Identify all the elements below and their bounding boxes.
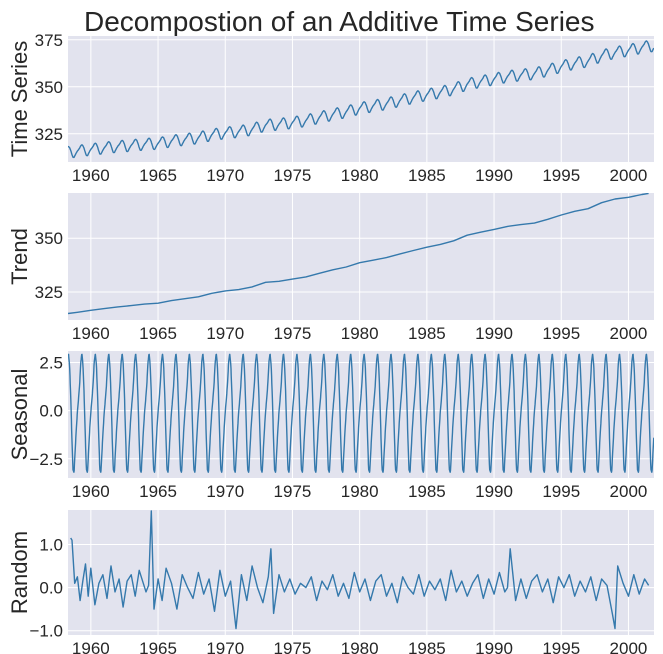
x-tick-label: 1995 [542,482,580,501]
x-tick-label: 1965 [139,482,177,501]
x-tick-label: 1965 [139,639,177,654]
x-tick-label: 2000 [610,482,648,501]
x-tick-label: 1990 [475,482,513,501]
y-tick-label: −1.0 [29,622,63,641]
x-tick-label: 1970 [206,482,244,501]
panel-observed: 1960 1965 1970 1975 1980 1985 1990 1995 2000 325 3… [7,31,654,185]
chart-title: Decompostion of an Additive Time Series [84,6,594,37]
x-tick-label: 1985 [408,166,446,185]
x-tick-label: 2000 [610,166,648,185]
y-axis-label: Trend [7,228,32,285]
x-tick-label: 1980 [341,482,379,501]
series-line-seasonal [68,353,654,473]
y-tick-label: 1.0 [39,535,63,554]
x-tick-label: 1960 [72,166,110,185]
series-line-random [70,510,650,630]
y-tick-label: 2.5 [39,354,63,373]
y-tick-label: 350 [35,78,63,97]
y-axis-label: Random [7,531,32,614]
series-line-observed [68,40,654,159]
y-axis-label: Time Series [7,41,32,158]
series-line-trend [68,193,649,315]
x-tick-label: 1995 [542,639,580,654]
panel-random: 1960 1965 1970 1975 1980 1985 1990 1995 2000 −1.0… [7,510,654,654]
x-tick-label: 1970 [206,166,244,185]
x-tick-label: 2000 [610,639,648,654]
y-tick-label: 325 [35,283,63,302]
x-tick-label: 1980 [341,166,379,185]
x-tick-label: 1960 [72,482,110,501]
y-tick-label: −2.5 [29,450,63,469]
x-tick-label: 1965 [139,166,177,185]
x-tick-label: 1985 [408,482,446,501]
y-tick-label: 0.0 [39,402,63,421]
x-tick-label: 1975 [274,324,312,343]
x-tick-label: 1995 [542,324,580,343]
y-tick-label: 350 [35,229,63,248]
x-tick-label: 1960 [72,639,110,654]
x-tick-label: 1995 [542,166,580,185]
x-tick-label: 1990 [475,639,513,654]
y-tick-label: 325 [35,125,63,144]
x-tick-label: 1970 [206,324,244,343]
x-tick-label: 1980 [341,324,379,343]
y-tick-label: 375 [35,31,63,50]
panel-trend: 1960 1965 1970 1975 1980 1985 1990 1995 2000 325 3… [7,193,654,343]
x-tick-label: 1965 [139,324,177,343]
x-tick-label: 1970 [206,639,244,654]
x-tick-label: 1975 [274,482,312,501]
x-tick-label: 1985 [408,324,446,343]
y-axis-label: Seasonal [7,369,32,461]
y-tick-label: 0.0 [39,579,63,598]
x-tick-label: 1960 [72,324,110,343]
panel-background [68,193,654,320]
panel-background [68,36,654,162]
panel-seasonal: 1960 1965 1970 1975 1980 1985 1990 1995 2000 −2.5… [7,351,654,501]
x-tick-label: 2000 [610,324,648,343]
x-tick-label: 1985 [408,639,446,654]
x-tick-label: 1975 [274,639,312,654]
x-tick-label: 1990 [475,324,513,343]
x-tick-label: 1980 [341,639,379,654]
x-tick-label: 1990 [475,166,513,185]
x-tick-label: 1975 [274,166,312,185]
panels: 1960 1965 1970 1975 1980 1985 1990 1995 2000 325 3… [7,31,654,654]
panel-background [68,510,654,635]
